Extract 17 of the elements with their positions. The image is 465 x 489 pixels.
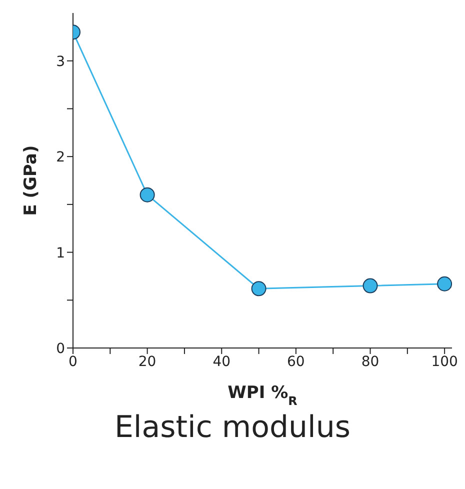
x-tick-label: 0 [68, 354, 78, 370]
x-tick-label: 40 [212, 354, 231, 370]
x-tick-label: 60 [287, 354, 305, 370]
x-axis-title: WPI %$_{R}$ [228, 383, 298, 408]
y-tick-label: 3 [56, 54, 65, 70]
point [140, 187, 155, 202]
x-tick-label: 20 [138, 354, 156, 370]
y-tick-label: 0 [56, 340, 65, 357]
point [437, 276, 452, 292]
y-tick-label: 1 [56, 245, 65, 262]
y-tick-label: 2 [56, 150, 65, 166]
x-tick-label: 100 [431, 354, 458, 370]
y-axis-title: E (GPa) [21, 145, 41, 216]
point [251, 281, 266, 296]
point [362, 278, 378, 294]
x-tick-label: 80 [361, 354, 380, 370]
text: Elastic modulus [113, 410, 352, 445]
